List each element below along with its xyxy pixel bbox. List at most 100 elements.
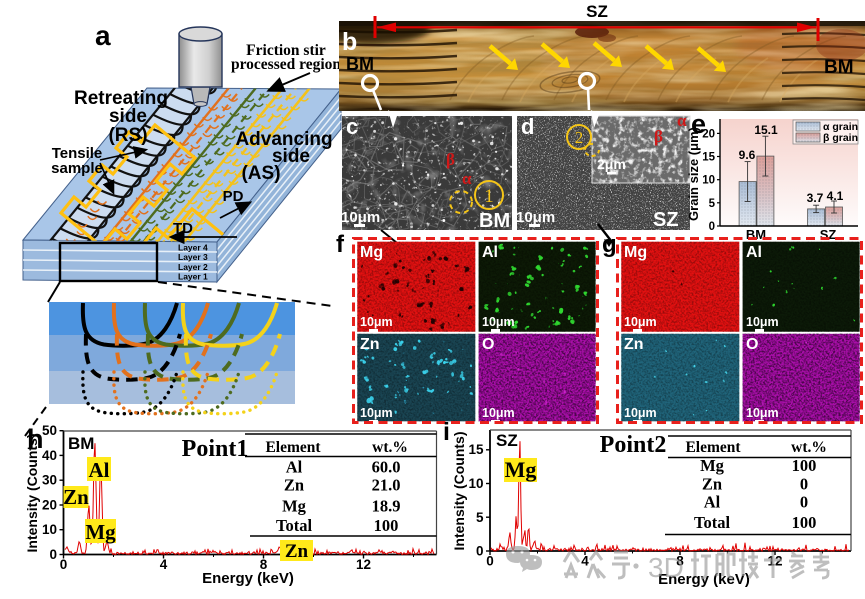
svg-text:4.1: 4.1 (827, 189, 844, 203)
svg-text:(AS): (AS) (241, 163, 280, 184)
svg-text:0: 0 (476, 544, 484, 559)
svg-text:α: α (462, 169, 472, 188)
svg-text:5: 5 (476, 510, 484, 525)
svg-text:0: 0 (800, 475, 808, 494)
svg-text:Point2: Point2 (600, 432, 667, 458)
svg-text:15: 15 (468, 442, 484, 457)
svg-text:3D: 3D (648, 552, 684, 583)
svg-text:O: O (746, 336, 758, 353)
svg-text:10μm: 10μm (746, 315, 779, 329)
svg-text:processed region: processed region (231, 56, 341, 73)
svg-text:β: β (446, 150, 455, 169)
svg-text:21.0: 21.0 (372, 476, 401, 495)
svg-text:Mg: Mg (85, 520, 116, 544)
svg-text:30: 30 (42, 473, 57, 488)
svg-text:0: 0 (486, 554, 494, 569)
svg-text:Element: Element (265, 439, 321, 456)
svg-text:i: i (443, 418, 450, 446)
svg-text:SZ: SZ (653, 209, 679, 231)
svg-text:100: 100 (792, 456, 817, 475)
svg-text:15: 15 (702, 152, 715, 164)
svg-text:3.7: 3.7 (807, 191, 824, 205)
svg-text:10μm: 10μm (624, 406, 657, 420)
svg-text:15.1: 15.1 (754, 123, 778, 137)
svg-text:10μm: 10μm (624, 315, 657, 329)
svg-text:β grain: β grain (823, 132, 858, 144)
svg-text:10: 10 (468, 476, 483, 491)
svg-text:10μm: 10μm (482, 315, 515, 329)
svg-text:Zn: Zn (285, 541, 309, 562)
svg-text:wt.%: wt.% (372, 439, 408, 456)
svg-text:Element: Element (685, 439, 741, 456)
svg-text:BM: BM (68, 434, 94, 453)
svg-text:10μm: 10μm (360, 315, 393, 329)
svg-text:Layer 4: Layer 4 (178, 243, 208, 253)
svg-text:Intensity (Counts): Intensity (Counts) (451, 432, 467, 551)
svg-text:1: 1 (484, 186, 494, 207)
svg-text:100: 100 (374, 516, 399, 535)
svg-text:side: side (109, 106, 147, 127)
svg-text:SZ: SZ (586, 2, 608, 21)
svg-text:Total: Total (694, 513, 730, 532)
svg-text:10μm: 10μm (341, 209, 380, 226)
svg-text:sample: sample (51, 160, 103, 177)
svg-text:0: 0 (800, 493, 808, 512)
svg-text:c: c (346, 114, 358, 139)
svg-text:Intensity (Counts): Intensity (Counts) (24, 434, 40, 553)
svg-text:Zn: Zn (284, 476, 304, 495)
svg-text:10μm: 10μm (516, 209, 555, 226)
svg-text:Energy (keV): Energy (keV) (202, 570, 294, 587)
svg-text:wt.%: wt.% (791, 439, 827, 456)
svg-text:0: 0 (49, 547, 57, 562)
svg-text:Grain size (μm): Grain size (μm) (686, 127, 701, 221)
svg-text:40: 40 (42, 448, 57, 463)
svg-text:Mg: Mg (360, 244, 383, 261)
svg-text:BM: BM (479, 210, 510, 232)
svg-text:Zn: Zn (624, 336, 644, 353)
svg-text:0: 0 (709, 221, 715, 233)
svg-text:5: 5 (709, 198, 716, 210)
svg-text:(RS): (RS) (108, 125, 147, 146)
svg-text:β: β (654, 127, 663, 146)
svg-text:10μm: 10μm (746, 406, 779, 420)
svg-text:Layer 2: Layer 2 (178, 262, 208, 272)
svg-text:9.6: 9.6 (739, 148, 756, 162)
svg-text:Total: Total (276, 516, 312, 535)
svg-text:O: O (482, 336, 494, 353)
svg-text:Point1: Point1 (182, 436, 249, 462)
svg-text:2μm: 2μm (597, 156, 626, 172)
svg-text:10μm: 10μm (360, 406, 393, 420)
svg-text:TD: TD (173, 220, 193, 237)
svg-text:Al: Al (89, 458, 110, 482)
svg-text:Mg: Mg (505, 457, 537, 482)
svg-text:Layer 3: Layer 3 (178, 252, 208, 262)
svg-text:Al: Al (746, 244, 762, 261)
svg-text:10: 10 (702, 175, 715, 187)
svg-text:10μm: 10μm (482, 406, 515, 420)
svg-text:b: b (342, 28, 357, 56)
svg-text:Al: Al (286, 458, 303, 477)
svg-text:Zn: Zn (63, 485, 89, 509)
svg-text:2: 2 (575, 128, 584, 147)
svg-text:50: 50 (42, 423, 57, 438)
svg-text:Zn: Zn (360, 336, 380, 353)
svg-text:a: a (95, 20, 111, 51)
svg-text:e: e (691, 109, 706, 139)
svg-text:60.0: 60.0 (372, 458, 401, 477)
svg-text:PD: PD (223, 188, 244, 205)
svg-text:4: 4 (160, 557, 168, 572)
svg-text:12: 12 (356, 557, 371, 572)
svg-text:20: 20 (42, 498, 57, 513)
svg-text:Mg: Mg (700, 456, 725, 475)
svg-text:Mg: Mg (282, 497, 307, 516)
svg-text:Al: Al (482, 244, 498, 261)
svg-text:18.9: 18.9 (372, 497, 401, 516)
svg-text:0: 0 (60, 557, 68, 572)
svg-text:SZ: SZ (496, 431, 518, 450)
svg-text:d: d (521, 114, 534, 139)
svg-text:BM: BM (346, 54, 374, 74)
svg-text:10: 10 (42, 522, 57, 537)
svg-text:100: 100 (792, 513, 817, 532)
svg-text:BM: BM (824, 57, 854, 78)
svg-text:Layer 1: Layer 1 (178, 272, 208, 282)
